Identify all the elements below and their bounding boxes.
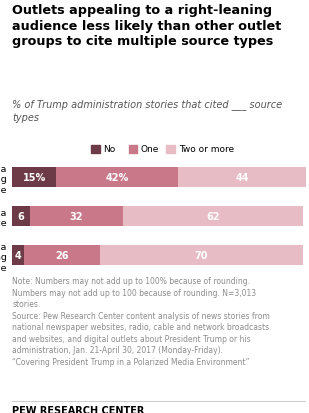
Text: Note: Numbers may not add up to 100% because of rounding.
Numbers may not add up: Note: Numbers may not add up to 100% bec… [12,277,270,366]
Bar [12,168,56,188]
Text: No: No [103,145,115,154]
Text: PEW RESEARCH CENTER: PEW RESEARCH CENTER [12,405,145,413]
Bar [12,245,24,266]
Bar [129,146,137,154]
Text: 70: 70 [195,250,208,260]
Text: 62: 62 [206,211,220,221]
Text: 42%: 42% [105,173,129,183]
Bar [91,146,99,154]
Text: 6: 6 [18,211,24,221]
Bar [12,206,30,227]
Text: 4: 4 [15,250,22,260]
Bar [30,206,123,227]
Text: One: One [141,145,159,154]
Bar [56,168,178,188]
Text: 15%: 15% [23,173,46,183]
Text: Outlets appealing to a right-leaning
audience less likely than other outlet
grou: Outlets appealing to a right-leaning aud… [12,4,281,48]
Bar [24,245,99,266]
Text: 44: 44 [235,173,249,183]
Text: % of Trump administration stories that cited ___ source
types: % of Trump administration stories that c… [12,99,282,123]
Text: Two or more: Two or more [179,145,234,154]
Bar [99,245,303,266]
Text: 26: 26 [55,250,69,260]
Bar [123,206,303,227]
Bar [167,146,175,154]
Bar [178,168,306,188]
Text: 32: 32 [70,211,83,221]
